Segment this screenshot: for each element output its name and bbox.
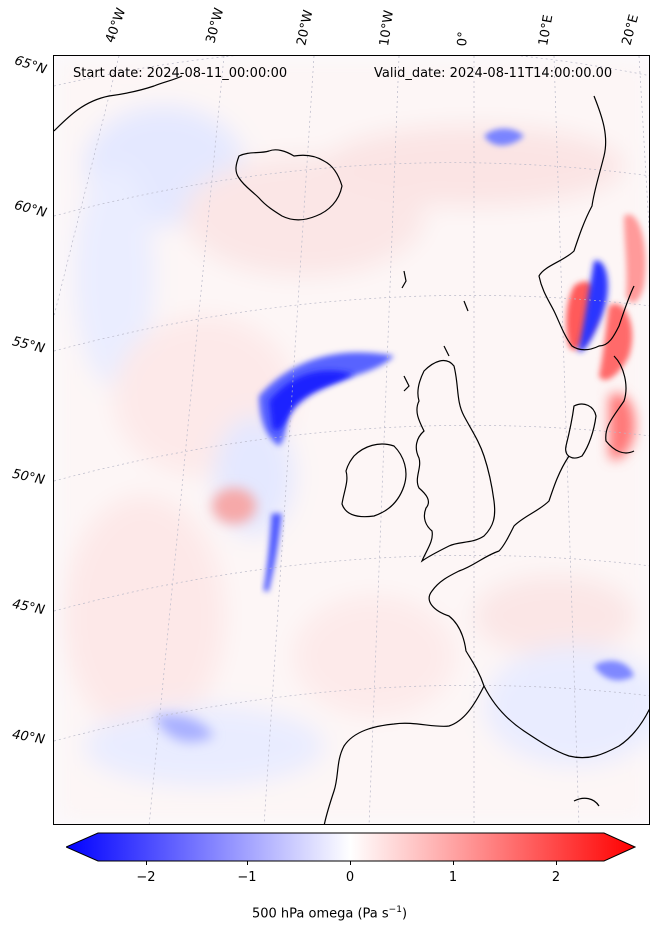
start-date-label: Start date: 2024-08-11_00:00:00	[73, 66, 288, 81]
coastlines	[54, 75, 649, 824]
lon-label-40w: 40°W	[102, 6, 130, 45]
lat-label-50n: 50°N	[10, 466, 46, 489]
cb-tickmark-4	[453, 861, 454, 865]
lat-label-55n: 55°N	[10, 334, 47, 357]
cb-tickmark-3	[350, 861, 351, 865]
graticule	[54, 56, 649, 824]
valid-date-label: Valid_date: 2024-08-11T14:00:00.00	[374, 66, 613, 81]
colorbar-label-sup: −1	[388, 905, 402, 915]
cb-tick-label-minus1: −1	[237, 870, 257, 885]
cb-tick-label-2: 2	[551, 870, 561, 885]
colorbar-label-end: )	[401, 906, 408, 922]
lon-label-10e: 10°E	[536, 13, 557, 47]
colorbar-label-text: 500 hPa omega (Pa s	[251, 906, 389, 922]
omega-field-background	[54, 56, 649, 824]
lat-label-45n: 45°N	[10, 596, 46, 619]
colorbar	[66, 832, 636, 862]
lon-label-20w: 20°W	[294, 8, 317, 47]
cb-tickmark-1	[146, 861, 147, 865]
cb-tick-label-minus2: −2	[136, 870, 156, 885]
lat-label-65n: 65°N	[12, 53, 49, 78]
colorbar-label: 500 hPa omega (Pa s−1)	[0, 905, 659, 921]
map-canvas	[54, 56, 649, 824]
lat-label-40n: 40°N	[10, 727, 46, 748]
lon-label-30w: 30°W	[203, 6, 228, 45]
cb-tick-label-0: 0	[345, 870, 355, 885]
cb-tickmark-5	[556, 861, 557, 865]
lon-label-20e: 20°E	[619, 12, 643, 48]
lat-label-60n: 60°N	[12, 198, 49, 221]
lon-label-0: 0°	[455, 30, 472, 47]
omega-field-features	[154, 128, 646, 742]
lon-label-10w: 10°W	[377, 9, 397, 47]
cb-tick-label-1: 1	[448, 870, 458, 885]
cb-tickmark-2	[247, 861, 248, 865]
map-panel[interactable]	[53, 55, 650, 825]
